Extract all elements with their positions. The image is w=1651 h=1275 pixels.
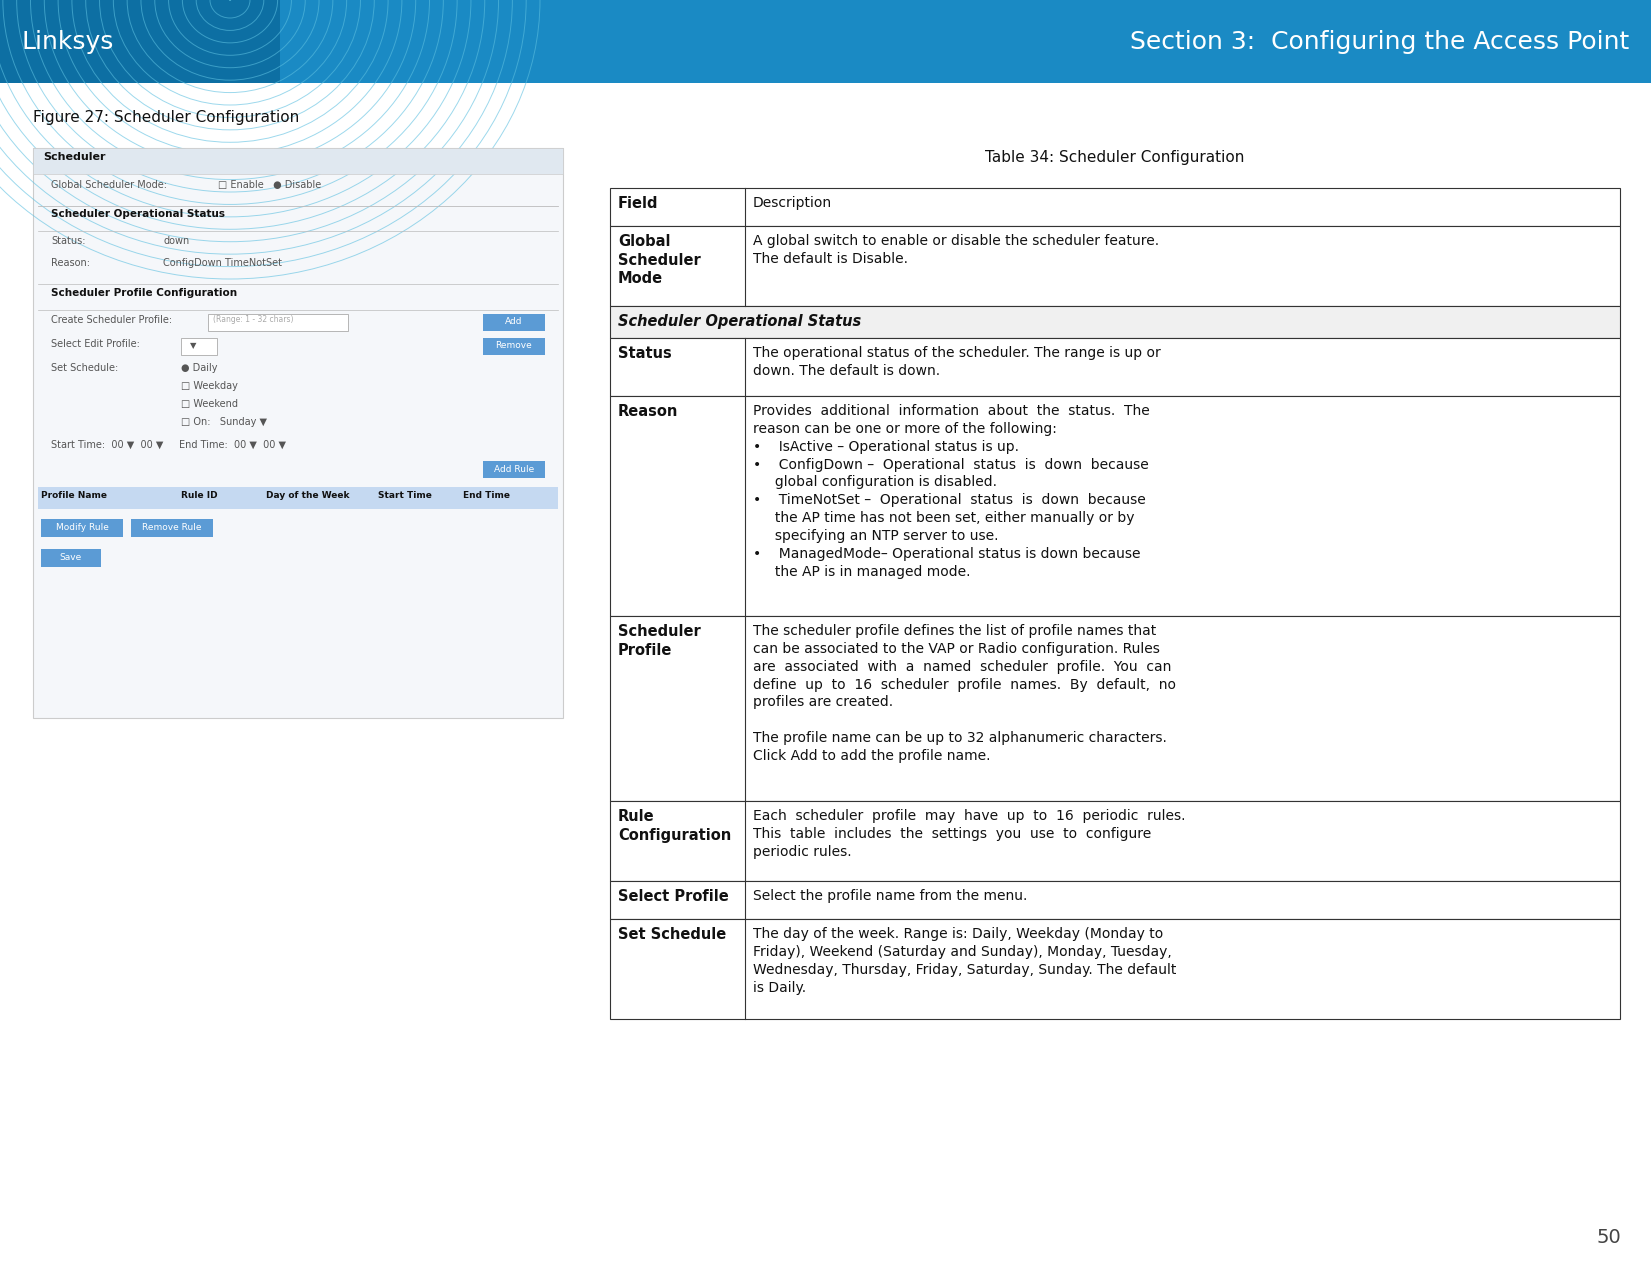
Text: Modify Rule: Modify Rule [56,524,109,533]
Bar [609,919,1620,1019]
Text: 50: 50 [1597,1228,1621,1247]
Bar [41,550,101,567]
Text: Figure 27: Scheduler Configuration: Figure 27: Scheduler Configuration [33,110,299,125]
Text: Save: Save [59,553,83,562]
Bar [609,306,1620,338]
Text: Reason: Reason [617,404,679,419]
Bar [33,148,563,718]
Text: Scheduler Profile Configuration: Scheduler Profile Configuration [51,288,238,298]
Text: Global
Scheduler
Mode: Global Scheduler Mode [617,235,700,286]
Text: Field: Field [617,196,659,210]
Text: The scheduler profile defines the list of profile names that
can be associated t: The scheduler profile defines the list o… [753,623,1176,762]
Text: Add Rule: Add Rule [494,464,535,473]
Text: Select the profile name from the menu.: Select the profile name from the menu. [753,889,1027,903]
Text: End Time: End Time [462,491,510,500]
Bar [38,487,558,509]
Bar [609,338,1620,397]
Bar [33,148,563,173]
Text: Scheduler: Scheduler [43,152,106,162]
Text: Reason:: Reason: [51,258,91,268]
Text: Select Edit Profile:: Select Edit Profile: [51,339,140,349]
Bar [182,338,216,354]
Text: □ Enable   ● Disable: □ Enable ● Disable [218,180,322,190]
Text: □ Weekend: □ Weekend [182,399,238,409]
Text: The operational status of the scheduler. The range is up or
down. The default is: The operational status of the scheduler.… [753,346,1161,377]
Bar [609,616,1620,801]
Text: Remove Rule: Remove Rule [142,524,201,533]
Text: (Range: 1 - 32 chars): (Range: 1 - 32 chars) [213,315,294,324]
Bar [0,0,1651,83]
Text: Start Time:  00 ▼  00 ▼     End Time:  00 ▼  00 ▼: Start Time: 00 ▼ 00 ▼ End Time: 00 ▼ 00 … [51,440,286,450]
Bar [130,519,213,537]
Text: Section 3:  Configuring the Access Point: Section 3: Configuring the Access Point [1129,29,1630,54]
Text: Global Scheduler Mode:: Global Scheduler Mode: [51,180,167,190]
Bar [609,881,1620,919]
Text: Status:: Status: [51,236,86,246]
Bar [208,314,348,332]
Text: Each  scheduler  profile  may  have  up  to  16  periodic  rules.
This  table  i: Each scheduler profile may have up to 16… [753,810,1185,858]
Text: Set Schedule: Set Schedule [617,927,726,942]
Text: Create Scheduler Profile:: Create Scheduler Profile: [51,315,172,325]
Text: The day of the week. Range is: Daily, Weekday (Monday to
Friday), Weekend (Satur: The day of the week. Range is: Daily, We… [753,927,1177,994]
Bar [609,397,1620,616]
Text: Rule
Configuration: Rule Configuration [617,810,731,843]
Text: Provides  additional  information  about  the  status.  The
reason can be one or: Provides additional information about th… [753,404,1149,579]
Bar [0,0,281,83]
Bar [609,226,1620,306]
Text: Linksys: Linksys [21,29,114,54]
Text: ▼: ▼ [190,342,196,351]
Text: Remove: Remove [495,342,532,351]
Text: Table 34: Scheduler Configuration: Table 34: Scheduler Configuration [986,150,1245,164]
Text: Scheduler Operational Status: Scheduler Operational Status [617,314,862,329]
Bar [609,187,1620,226]
Text: Select Profile: Select Profile [617,889,728,904]
Text: Status: Status [617,346,672,361]
Text: □ On:   Sunday ▼: □ On: Sunday ▼ [182,417,267,427]
Text: Scheduler Operational Status: Scheduler Operational Status [51,209,225,219]
Text: ConfigDown TimeNotSet: ConfigDown TimeNotSet [163,258,282,268]
Bar [484,462,545,478]
Bar [484,314,545,332]
Text: Set Schedule:: Set Schedule: [51,363,119,374]
Bar [609,801,1620,881]
Bar [41,519,124,537]
Text: A global switch to enable or disable the scheduler feature.
The default is Disab: A global switch to enable or disable the… [753,235,1159,266]
Text: Add: Add [505,317,523,326]
Text: Rule ID: Rule ID [182,491,218,500]
Text: ● Daily: ● Daily [182,363,218,374]
Text: down: down [163,236,190,246]
Text: Day of the Week: Day of the Week [266,491,350,500]
Text: Scheduler
Profile: Scheduler Profile [617,623,700,658]
Bar [484,338,545,354]
Text: Description: Description [753,196,832,210]
Text: □ Weekday: □ Weekday [182,381,238,391]
Text: Profile Name: Profile Name [41,491,107,500]
Text: Start Time: Start Time [378,491,433,500]
